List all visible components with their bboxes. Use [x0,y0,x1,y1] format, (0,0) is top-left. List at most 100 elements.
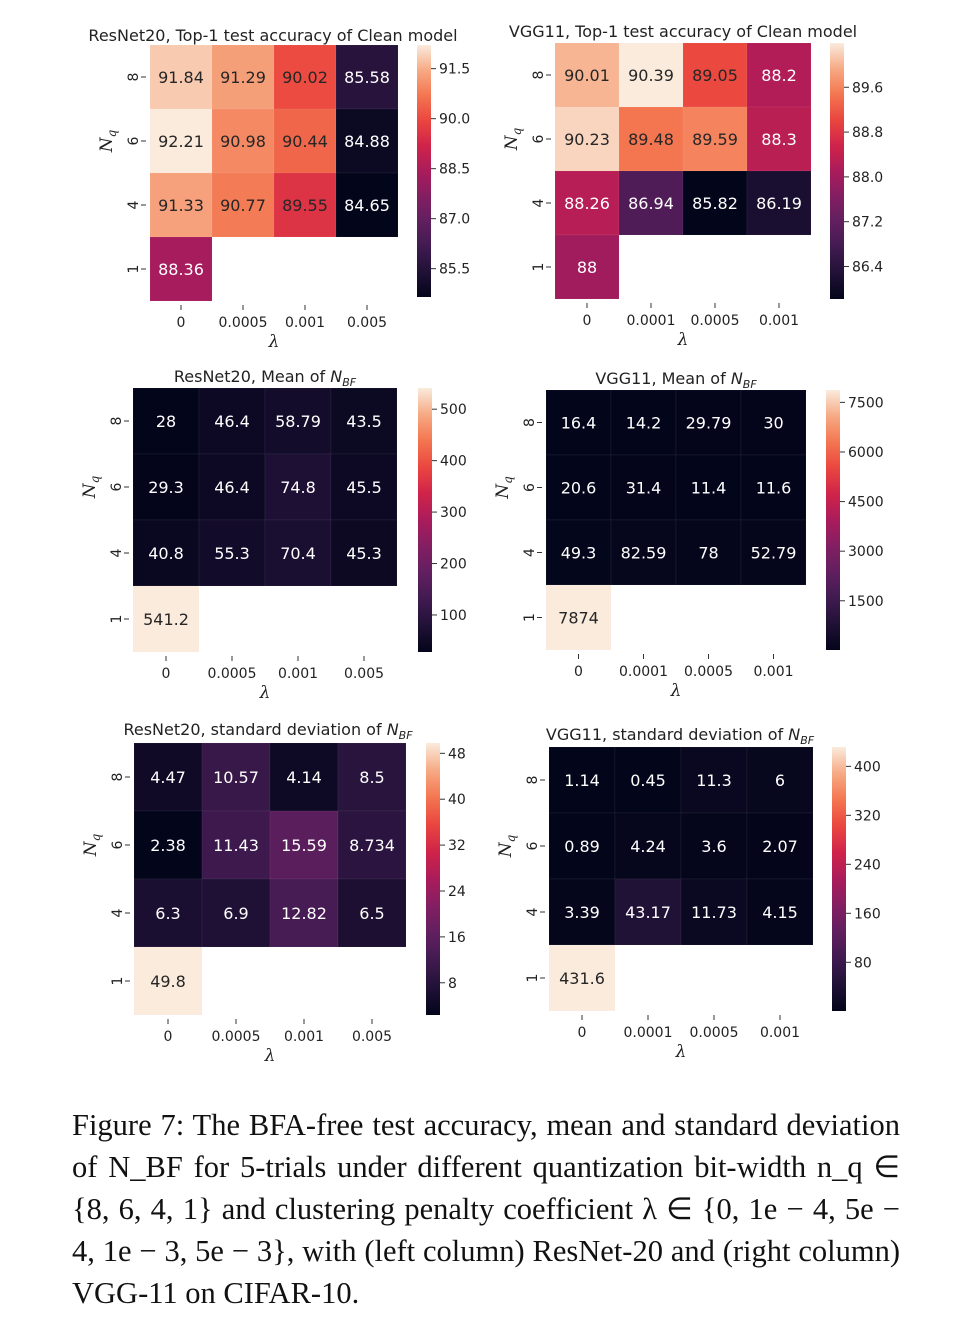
heatmap-cell [211,172,275,238]
cell-value-label: 40.8 [148,544,184,563]
heatmap-cell [330,453,398,521]
heatmap-cell [337,878,407,948]
heatmap-cell [682,42,748,108]
heatmap-cell [149,44,213,110]
x-tick-label: 0.001 [759,313,799,329]
y-tick-label: 6 [531,134,547,143]
x-axis-label: λ [675,1042,687,1062]
cell-value-label: 30 [763,414,783,433]
cell-value-label: 29.79 [686,414,732,433]
y-tick-label: 1 [126,265,142,274]
cell-value-label: 3.6 [701,837,726,856]
cell-value-label: 11.73 [691,903,737,922]
colorbar [830,43,844,299]
heatmap-cell [675,389,742,456]
y-tick-label: 6 [126,136,142,145]
heatmap-cell [610,389,677,456]
cell-value-label: 2.07 [762,837,798,856]
heatmap-cell [335,44,399,110]
colorbar-tick-label: 1500 [848,594,884,610]
colorbar-tick-label: 400 [440,454,467,470]
heatmap-cell [337,810,407,880]
heatmap-cell [610,519,677,586]
panel-title-4: ResNet20, standard deviation of NBF [123,720,413,742]
cell-value-label: 14.2 [626,414,662,433]
cell-value-label: 89.48 [628,130,674,149]
y-tick-label: 4 [126,200,142,209]
colorbar-tick-label: 320 [854,808,881,824]
y-axis-label: Nq [81,833,103,857]
cell-value-label: 85.58 [344,68,390,87]
cell-value-label: 45.3 [346,544,382,563]
cell-value-label: 82.59 [621,544,667,563]
heatmap-cell [746,878,814,946]
heatmap-cell [330,387,398,455]
cell-value-label: 20.6 [561,479,597,498]
y-tick-label: 4 [109,548,125,557]
y-tick-label: 8 [126,73,142,82]
heatmap-cell [614,746,682,814]
x-tick-label: 0.0005 [691,313,740,329]
y-tick-label: 8 [531,71,547,80]
heatmap-cell [545,584,612,651]
cell-value-label: 0.45 [630,771,666,790]
colorbar [426,743,440,1015]
heatmap-cell [198,519,266,587]
heatmap-cell [682,106,748,172]
colorbar-tick-label: 88.8 [852,125,883,141]
cell-value-label: 58.79 [275,412,321,431]
heatmap-cell [618,106,684,172]
heatmap-cell [746,106,812,172]
y-tick-label: 8 [522,418,538,427]
colorbar-tick-label: 4500 [848,495,884,511]
heatmap-cell [675,519,742,586]
cell-value-label: 6.9 [223,904,248,923]
cell-value-label: 12.82 [281,904,327,923]
colorbar-tick-label: 88.0 [852,170,883,186]
y-tick-label: 8 [525,776,541,785]
y-tick-label: 1 [110,977,126,986]
heatmap-cell [610,454,677,521]
cell-value-label: 31.4 [626,479,662,498]
y-tick-label: 6 [110,840,126,849]
cell-value-label: 90.23 [564,130,610,149]
cell-value-label: 90.02 [282,68,328,87]
colorbar-tick-label: 89.6 [852,80,883,96]
colorbar-tick-label: 100 [440,608,467,624]
cell-value-label: 85.82 [692,194,738,213]
colorbar-tick-label: 400 [854,759,881,775]
panel-title-2: ResNet20, Mean of NBF [174,367,357,389]
heatmap-cell [548,944,616,1012]
heatmap-cell [545,454,612,521]
x-tick-label: 0.001 [278,666,318,682]
y-tick-label: 1 [109,615,125,624]
colorbar [826,390,840,650]
colorbar-tick-label: 6000 [848,445,884,461]
cell-value-label: 90.77 [220,196,266,215]
cell-value-label: 3.39 [564,903,600,922]
heatmap-cell [132,585,200,653]
heatmap-cell [554,106,620,172]
heatmap-cell [614,878,682,946]
cell-value-label: 84.88 [344,132,390,151]
x-tick-label: 0.0001 [624,1025,673,1041]
x-axis-label: λ [670,681,682,701]
heatmap-cell [201,878,271,948]
cell-value-label: 90.39 [628,66,674,85]
colorbar-tick-label: 7500 [848,395,884,411]
colorbar-tick-label: 80 [854,955,872,971]
y-tick-label: 1 [525,974,541,983]
cell-value-label: 43.5 [346,412,382,431]
heatmap-cell [554,42,620,108]
cell-value-label: 89.05 [692,66,738,85]
x-tick-label: 0.0005 [208,666,257,682]
heatmap-cell [264,387,332,455]
cell-value-label: 16.4 [561,414,597,433]
panel-title-3: VGG11, Mean of NBF [595,369,757,391]
heatmap-cell [680,746,748,814]
heatmap-cell [264,519,332,587]
cell-value-label: 52.79 [751,544,797,563]
y-tick-label: 8 [109,417,125,426]
panel-title-1: VGG11, Top-1 test accuracy of Clean mode… [509,22,857,41]
y-axis-label: Nq [502,127,524,151]
